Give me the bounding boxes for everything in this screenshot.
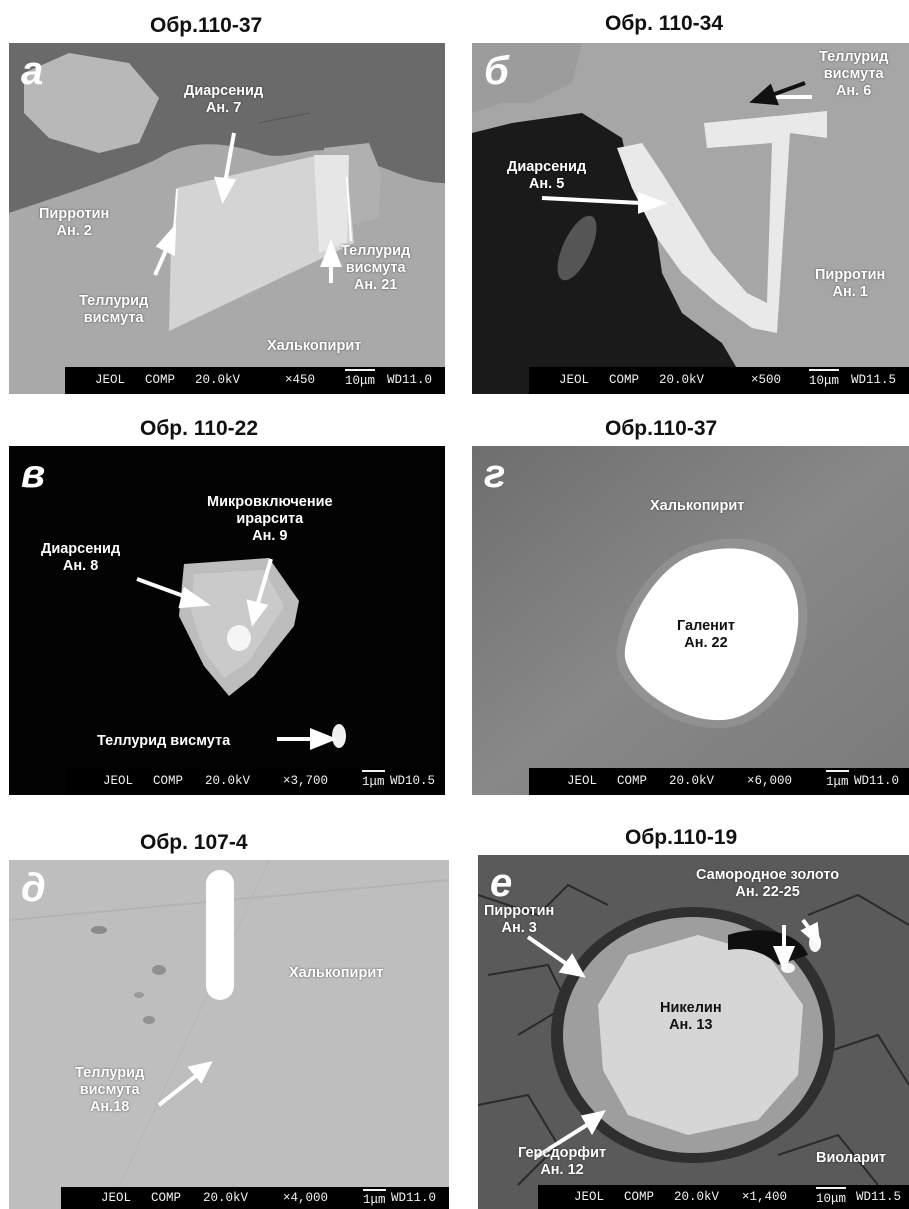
label-pyrrhotite-an2: Пирротин Ан. 2 [39,206,110,239]
label-bismuth-telluride-an18: Теллурид висмута Ан.18 [75,1065,145,1115]
panel-b-scale-bar: JEOL COMP 20.0kV ×500 10μm WD11.5 [529,367,909,394]
panel-a-micrograph: а Диарсенид Ан. 7 Пирротин Ан. 2 Теллурид в… [9,43,445,394]
panel-e-title: Обр.110-19 [625,826,738,849]
label-galena-an22[interactable]: Галенит Ан. 22 [677,618,735,651]
panel-b-micrograph: б Теллурид висмута Ан. 6 Диарсенид Ан. 5 Пи… [472,43,909,394]
panel-v-scale-bar: JEOL COMP 20.0kV ×3,700 1μm WD10.5 [65,768,445,795]
panel-v-micrograph: в Микровключение ирарсита Ан. 9 Диарсенид А… [9,446,445,795]
panel-d-letter: д [21,866,46,910]
panel-d-scale-bar: JEOL COMP 20.0kV ×4,000 1μm WD11.0 [61,1187,449,1209]
panel-e-scale-bar: JEOL COMP 20.0kV ×1,400 10μm WD11.5 [538,1185,909,1209]
label-pyrrhotite-an3: Пирротин Ан. 3 [484,903,555,936]
label-bismuth-telluride: Теллурид висмута [97,733,231,749]
panel-a-letter: а [21,49,44,93]
label-chalcopyrite: Халькопирит [267,338,362,354]
label-diarsenide-an5: Диарсенид Ан. 5 [507,159,587,192]
panel-b-title: Обр. 110-34 [605,12,724,35]
panel-g-letter: г [484,452,506,496]
panel-e-letter: е [490,861,513,905]
panel-a-title: Обр.110-37 [150,14,263,37]
panel-d-title: Обр. 107-4 [140,831,248,854]
label-violarite: Виоларит [816,1150,887,1166]
panel-b-letter: б [484,49,509,93]
label-pyrrhotite-an1: Пирротин Ан. 1 [815,267,886,300]
label-chalcopyrite: Халькопирит [289,965,384,981]
panel-e-micrograph: е Самородное золото Ан. 22-25 Пирротин Ан.… [478,855,909,1209]
label-bismuth-telluride-an6: Теллурид висмута Ан. 6 [819,49,889,99]
label-nickeline-an13: Никелин Ан. 13 [660,1000,722,1033]
label-diarsenide-an7: Диарсенид Ан. 7 [184,83,264,116]
label-chalcopyrite: Халькопирит [650,498,745,514]
panel-d-micrograph: д Халькопирит Теллурид висмута Ан.18 JEOL … [9,860,449,1209]
panel-g-micrograph: г Халькопирит Галенит Ан. 22 JEOL COMP 20… [472,446,909,795]
label-native-gold-an22-25: Самородное золото Ан. 22-25 [696,867,840,900]
label-diarsenide-an8: Диарсенид Ан. 8 [41,541,121,574]
panel-v-title: Обр. 110-22 [140,417,259,440]
panel-g-scale-bar: JEOL COMP 20.0kV ×6,000 1μm WD11.0 [529,768,909,795]
panel-a-scale-bar: JEOL COMP 20.0kV ×450 10μm WD11.0 [65,367,445,394]
panel-v-letter: в [21,452,46,496]
panel-g-title: Обр.110-37 [605,417,718,440]
label-irarsite-an9: Микровключение ирарсита Ан. 9 [207,494,333,544]
label-bismuth-telluride-an21: Теллурид висмута Ан. 21 [341,243,411,293]
label-bismuth-telluride: Теллурид висмута [79,293,149,326]
label-gersdorffite-an12: Герсдорфит Ан. 12 [518,1145,607,1178]
